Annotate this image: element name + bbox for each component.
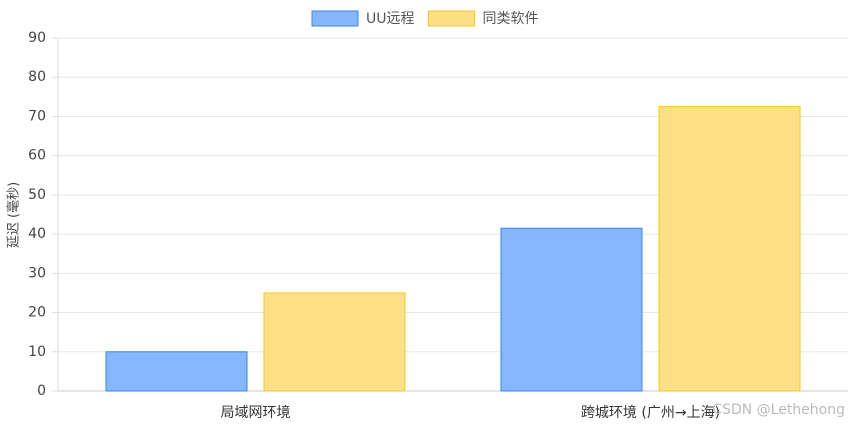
y-axis-label: 延迟 (毫秒)	[6, 182, 22, 248]
bar	[105, 351, 248, 392]
y-tick-label: 90	[28, 30, 46, 46]
bar	[500, 227, 643, 392]
y-tick-label: 30	[28, 265, 46, 281]
y-tick-label: 40	[28, 226, 46, 242]
legend-label: UU远程	[366, 11, 415, 27]
legend-swatch	[311, 10, 359, 27]
bar	[658, 106, 801, 392]
legend-label: 同类软件	[483, 11, 539, 27]
y-tick-label: 80	[28, 69, 46, 85]
x-tick-label: 跨城环境 (广州→上海)	[581, 405, 720, 421]
watermark: CSDN @Lethehong	[712, 402, 845, 418]
y-tick-label: 0	[37, 383, 46, 399]
y-tick-label: 60	[28, 148, 46, 164]
y-tick-label: 50	[28, 187, 46, 203]
y-tick-label: 20	[28, 305, 46, 321]
y-tick-label: 70	[28, 108, 46, 124]
legend-swatch	[428, 10, 475, 27]
x-tick-label: 局域网环境	[221, 405, 291, 421]
y-tick-label: 10	[28, 344, 46, 360]
bar	[263, 292, 406, 392]
